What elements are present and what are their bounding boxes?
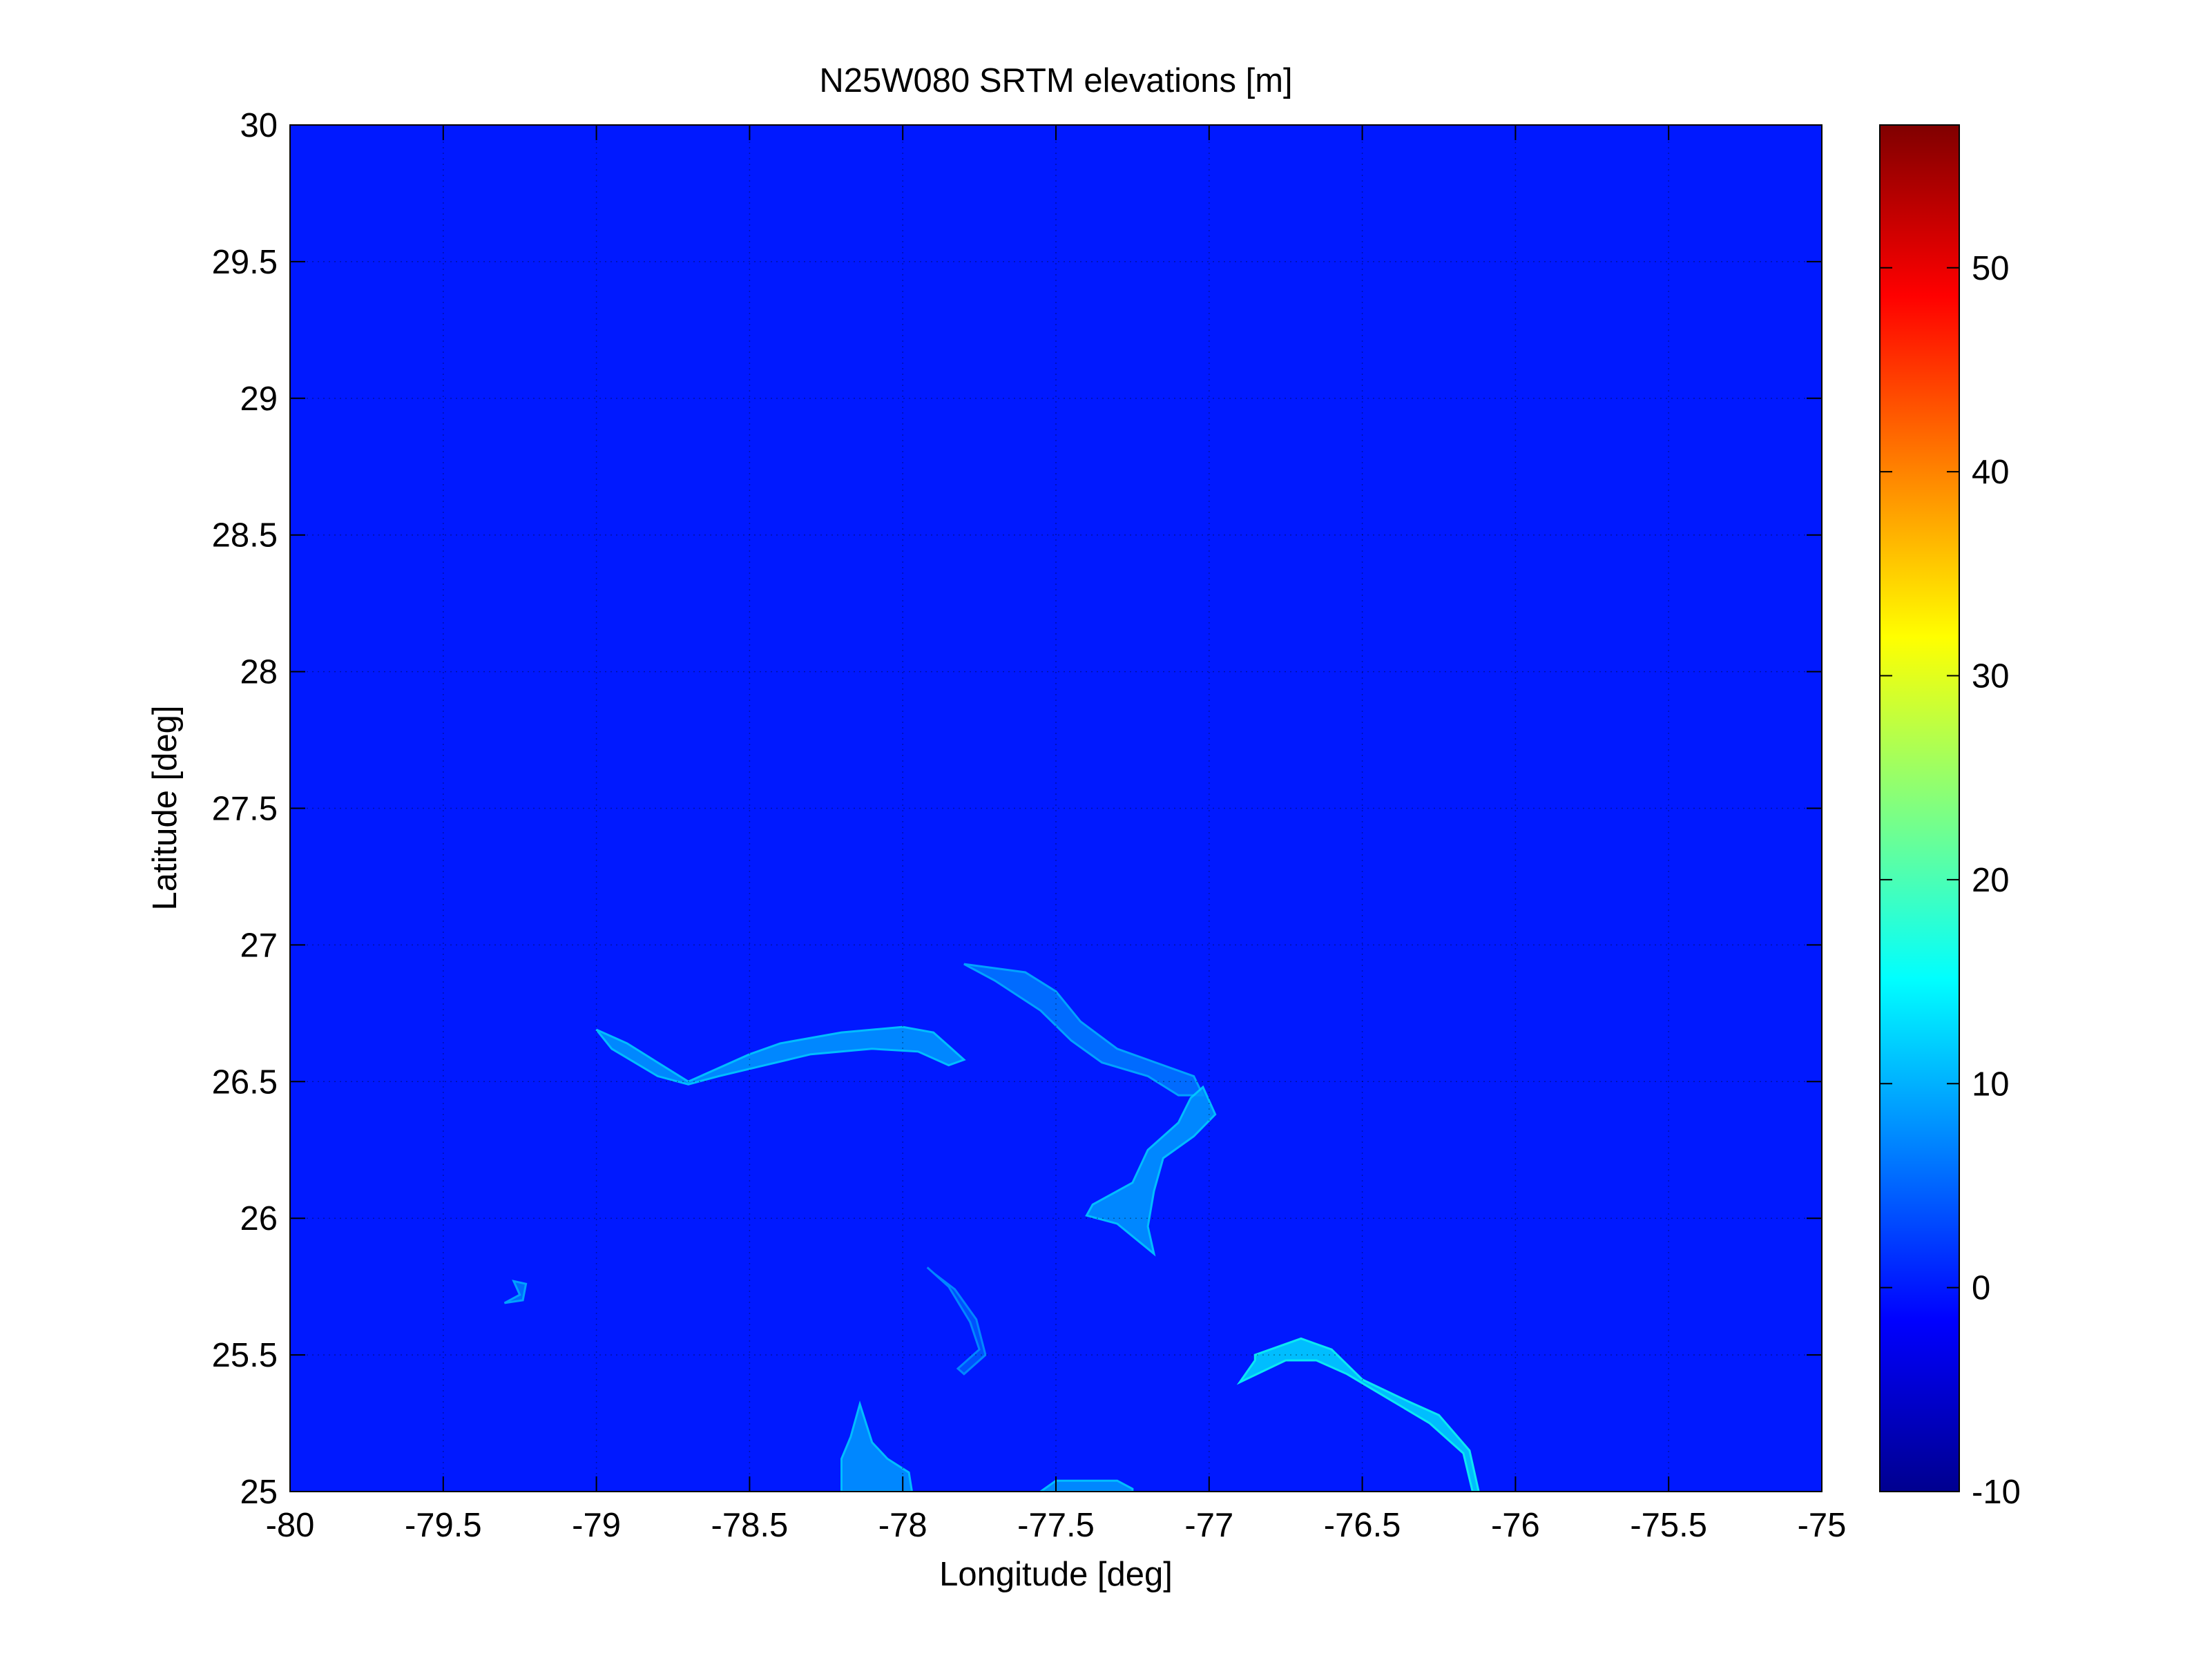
x-tick-label: -77.5	[1017, 1507, 1095, 1544]
chart-title: N25W080 SRTM elevations [m]	[819, 62, 1292, 99]
land-new-providence	[1039, 1479, 1134, 1492]
land-eleuthera	[1236, 1337, 1480, 1492]
colorbar-tick-label: 10	[1972, 1066, 2010, 1103]
x-tick-label: -79.5	[405, 1507, 482, 1544]
x-tick-label: -76.5	[1324, 1507, 1401, 1544]
y-tick-label: 26.5	[212, 1063, 278, 1101]
land-bimini	[503, 1280, 528, 1304]
land-berry-islands	[926, 1266, 987, 1376]
y-axis-label: Latitude [deg]	[146, 706, 184, 911]
y-tick-label: 28.5	[212, 517, 278, 555]
x-axis-label: Longitude [deg]	[939, 1556, 1173, 1593]
land-grand-bahama	[595, 1025, 966, 1086]
y-tick-label: 25.5	[212, 1337, 278, 1374]
y-tick-label: 27.5	[212, 791, 278, 828]
y-tick-label: 29.5	[212, 244, 278, 281]
x-tick-label: -78.5	[711, 1507, 789, 1544]
y-tick-label: 30	[240, 107, 278, 144]
colorbar-ticks: -10 0 10 20 30 40 50	[1880, 250, 2021, 1511]
colorbar-tick-label: 40	[1972, 454, 2010, 491]
y-tick-label: 25	[240, 1474, 278, 1511]
colorbar	[1879, 124, 1960, 1492]
colorbar-tick-label: 0	[1972, 1270, 1990, 1307]
y-tick-label: 29	[240, 380, 278, 418]
colorbar-tick-label: -10	[1972, 1474, 2021, 1511]
colorbar-tick-label: 50	[1972, 250, 2010, 287]
x-tick-label: -77	[1184, 1507, 1233, 1544]
heatmap-background	[290, 125, 1822, 1492]
x-tick-label: -78	[878, 1507, 927, 1544]
x-tick-label: -75	[1798, 1507, 1847, 1544]
x-tick-label: -80	[266, 1507, 315, 1544]
y-tick-label: 27	[240, 927, 278, 964]
x-tick-label: -75.5	[1630, 1507, 1707, 1544]
colorbar-tick-label: 30	[1972, 658, 2010, 695]
colorbar-tick-label: 20	[1972, 862, 2010, 899]
land-andros-north	[840, 1400, 914, 1492]
x-tick-label: -79	[572, 1507, 621, 1544]
land-great-abaco-south	[1085, 1085, 1217, 1257]
x-tick-label: -76	[1491, 1507, 1540, 1544]
y-tick-label: 28	[240, 654, 278, 691]
y-tick-label: 26	[240, 1200, 278, 1237]
land-features	[503, 963, 1480, 1492]
y-axis-ticks: 25 25.5 26 26.5 27 27.5 28 28.5 29 29.5 30	[212, 107, 1822, 1511]
x-axis-ticks: -80 -79.5 -79 -78.5 -78 -77.5 -77 -76.5 -76 -75.5…	[266, 125, 1847, 1544]
